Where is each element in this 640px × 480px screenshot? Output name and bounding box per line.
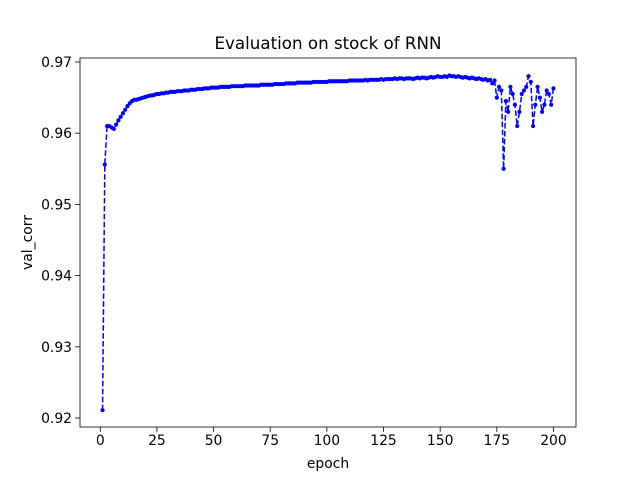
y-tick-label: 0.96: [41, 126, 72, 142]
y-axis-label: val_corr: [20, 215, 36, 270]
y-tick-label: 0.92: [41, 411, 72, 427]
x-tick-label: 0: [96, 433, 105, 449]
data-point: [100, 408, 105, 413]
x-tick-label: 100: [314, 433, 341, 449]
data-point: [496, 84, 502, 90]
data-point: [501, 166, 506, 171]
x-axis-label: epoch: [307, 456, 349, 472]
chart-title: Evaluation on stock of RNN: [215, 33, 442, 53]
y-tick-label: 0.93: [41, 340, 72, 356]
data-point: [487, 77, 493, 82]
x-tick-label: 25: [148, 433, 166, 449]
data-point: [492, 78, 497, 83]
data-point: [542, 102, 547, 107]
data-point: [540, 109, 545, 114]
data-point: [508, 84, 513, 90]
data-point: [123, 107, 128, 112]
data-point: [118, 114, 123, 119]
data-point: [114, 122, 119, 127]
data-point: [551, 86, 556, 91]
data-point: [116, 118, 121, 123]
data-point: [549, 102, 554, 107]
y-tick-label: 0.97: [41, 55, 72, 71]
data-point: [494, 95, 499, 100]
data-point: [102, 162, 107, 167]
data-point: [515, 123, 520, 129]
data-point: [521, 88, 527, 93]
x-tick-label: 175: [484, 433, 511, 449]
data-point: [506, 109, 511, 114]
data-point: [120, 111, 126, 116]
x-tick-label: 50: [205, 433, 223, 449]
data-point: [546, 91, 552, 97]
x-tick-label: 125: [370, 433, 397, 449]
data-point: [535, 84, 540, 90]
y-tick-label: 0.95: [41, 197, 72, 213]
data-point: [537, 95, 542, 100]
data-point: [517, 109, 522, 114]
data-point: [526, 74, 531, 79]
data-point: [544, 88, 549, 93]
plot-frame: [79, 57, 577, 428]
y-tick-label: 0.94: [41, 269, 72, 285]
data-point: [510, 91, 515, 97]
data-point: [503, 99, 508, 104]
data-point: [499, 88, 504, 93]
data-point: [524, 84, 529, 90]
data-point: [528, 79, 533, 85]
x-tick-label: 200: [540, 433, 567, 449]
data-point: [533, 102, 538, 107]
data-point: [111, 126, 116, 132]
x-tick-label: 150: [427, 433, 454, 449]
data-point: [530, 123, 536, 129]
x-tick-label: 75: [261, 433, 279, 449]
data-point: [125, 104, 130, 109]
data-point: [490, 81, 495, 86]
data-point: [519, 91, 524, 97]
data-point: [512, 102, 518, 107]
